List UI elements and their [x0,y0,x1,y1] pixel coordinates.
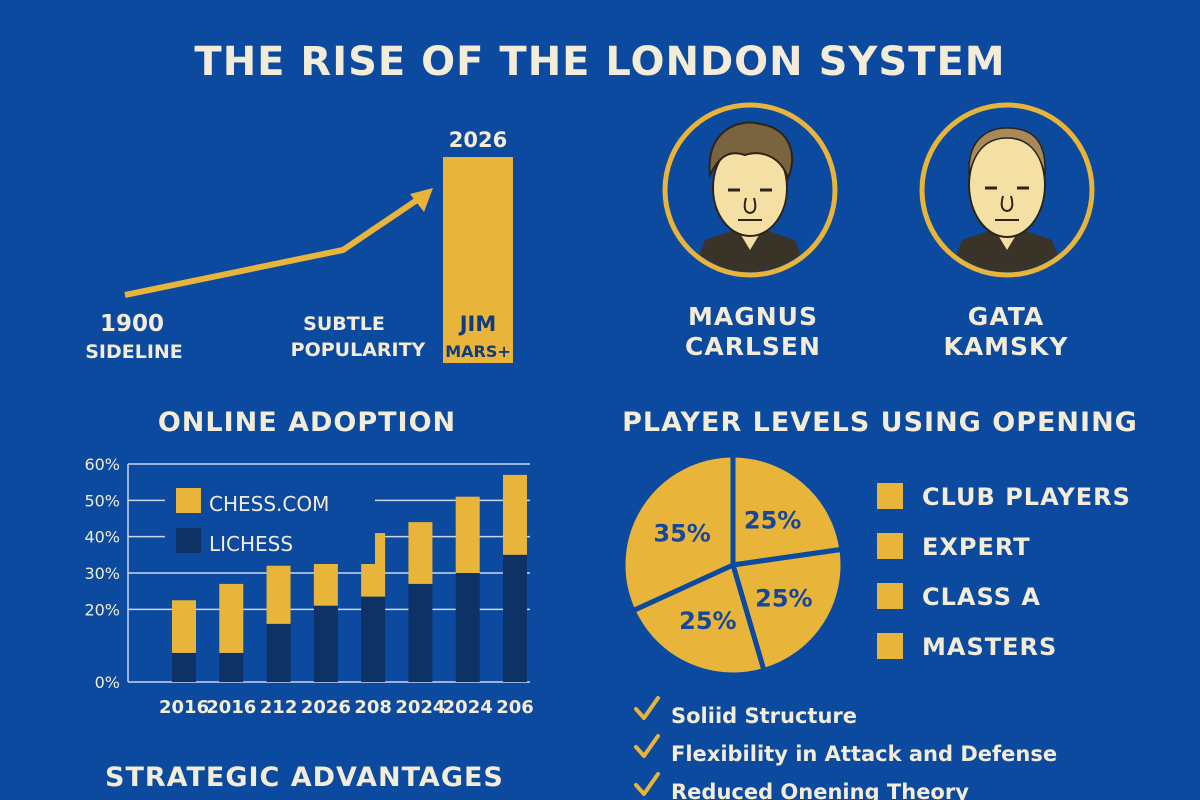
legend-label: CHESS.COM [209,492,329,516]
legend-swatch [877,633,903,659]
x-tick-label: 2026 [301,697,351,718]
advantage-text: Flexibility in Attack and Defense [671,742,1057,766]
pie-chart: 25% 25% 25% 35% [620,452,846,678]
x-tick-label: 2024 [443,697,493,718]
growth-line [124,195,422,298]
bar-chesscom [503,474,527,555]
advantage-text: Soliid Structure [671,704,857,728]
bar-chesscom [172,600,196,653]
legend-label: MASTERS [922,633,1057,661]
bar-lichess [361,596,386,682]
legend-swatch [877,583,903,609]
x-tick-label: 212 [260,697,298,718]
legend-label: CLASS A [922,583,1041,611]
y-tick-label: 30% [84,564,120,583]
pie-slice-label: 35% [653,519,710,547]
pie-slice [629,561,768,678]
end-line2: MARS+ [445,342,511,361]
end-line1: JIM [458,312,497,336]
start-label: SIDELINE [85,341,183,363]
advantage-item: Soliid Structure [634,696,857,728]
arrow-head-icon [410,188,433,212]
bar-lichess [503,554,527,682]
y-tick-label: 50% [84,491,120,510]
legend-label: EXPERT [922,533,1031,561]
middle-line2: POPULARITY [291,339,426,361]
player-name-line2: KAMSKY [943,332,1068,361]
bar-lichess [219,652,244,682]
pie-slice [730,452,845,568]
player-portrait-kamsky [919,102,1095,278]
y-tick-label: 40% [84,528,120,547]
page-title: THE RISE OF THE LONDON SYSTEM [194,39,1005,85]
bar-legend: CHESS.COM LICHESS [165,478,375,564]
bar-lichess [455,573,480,682]
player-portrait-carlsen [662,102,838,278]
legend-label: LICHESS [209,532,293,556]
checkmark-icon [634,696,660,720]
legend-label: CLUB PLAYERS [922,483,1131,511]
advantage-item: Flexibility in Attack and Defense [634,734,1057,766]
pie-slice [620,452,736,615]
checkmark-icon [634,772,660,796]
x-tick-label: 206 [496,697,534,718]
player-name-line1: GATA [968,302,1044,331]
end-year: 2026 [449,128,507,152]
x-tick-label: 208 [354,697,392,718]
timeline: 2026 JIM MARS+ 1900 SIDELINE SUBTLE POPU… [85,128,513,363]
y-tick-label: 20% [84,600,120,619]
bar-chesscom [408,522,433,584]
bar-lichess [266,623,291,682]
advantages-list: Soliid Structure Flexibility in Attack an… [634,696,1057,800]
legend-swatch [877,533,903,559]
strategic-advantages-title: STRATEGIC ADVANTAGES [105,762,504,793]
start-year: 1900 [100,311,164,337]
advantage-item: Reduced Onening Theory [634,772,969,800]
pie-slice [729,546,846,674]
bar-chart-title: ONLINE ADOPTION [158,407,456,438]
bar-chesscom [455,496,480,573]
checkmark-icon [634,734,660,758]
bar-chesscom [266,565,291,624]
pie-slice-label: 25% [679,607,736,635]
x-tick-label: 2016 [206,697,256,718]
x-tick-label: 2016 [159,697,209,718]
middle-line1: SUBTLE [303,313,385,335]
pie-legend: CLUB PLAYERS EXPERT CLASS A MASTERS [877,483,1131,661]
player-name-line2: CARLSEN [685,332,821,361]
player-name-line1: MAGNUS [688,302,818,331]
legend-swatch [877,483,903,509]
x-tick-label: 2024 [395,697,445,718]
y-tick-label: 0% [95,673,120,692]
legend-swatch [176,528,201,553]
bar-lichess [408,583,433,682]
advantage-text: Reduced Onening Theory [671,780,969,800]
legend-swatch [176,488,201,513]
bar-chesscom [219,583,244,653]
bar-chesscom [313,558,338,606]
y-tick-label: 60% [84,455,120,474]
pie-chart-title: PLAYER LEVELS USING OPENING [622,407,1138,438]
bar-lichess [313,605,338,682]
bar-lichess [172,652,196,682]
pie-slice-label: 25% [755,585,812,613]
timeline-bar [443,157,513,363]
pie-slice-label: 25% [744,506,801,534]
